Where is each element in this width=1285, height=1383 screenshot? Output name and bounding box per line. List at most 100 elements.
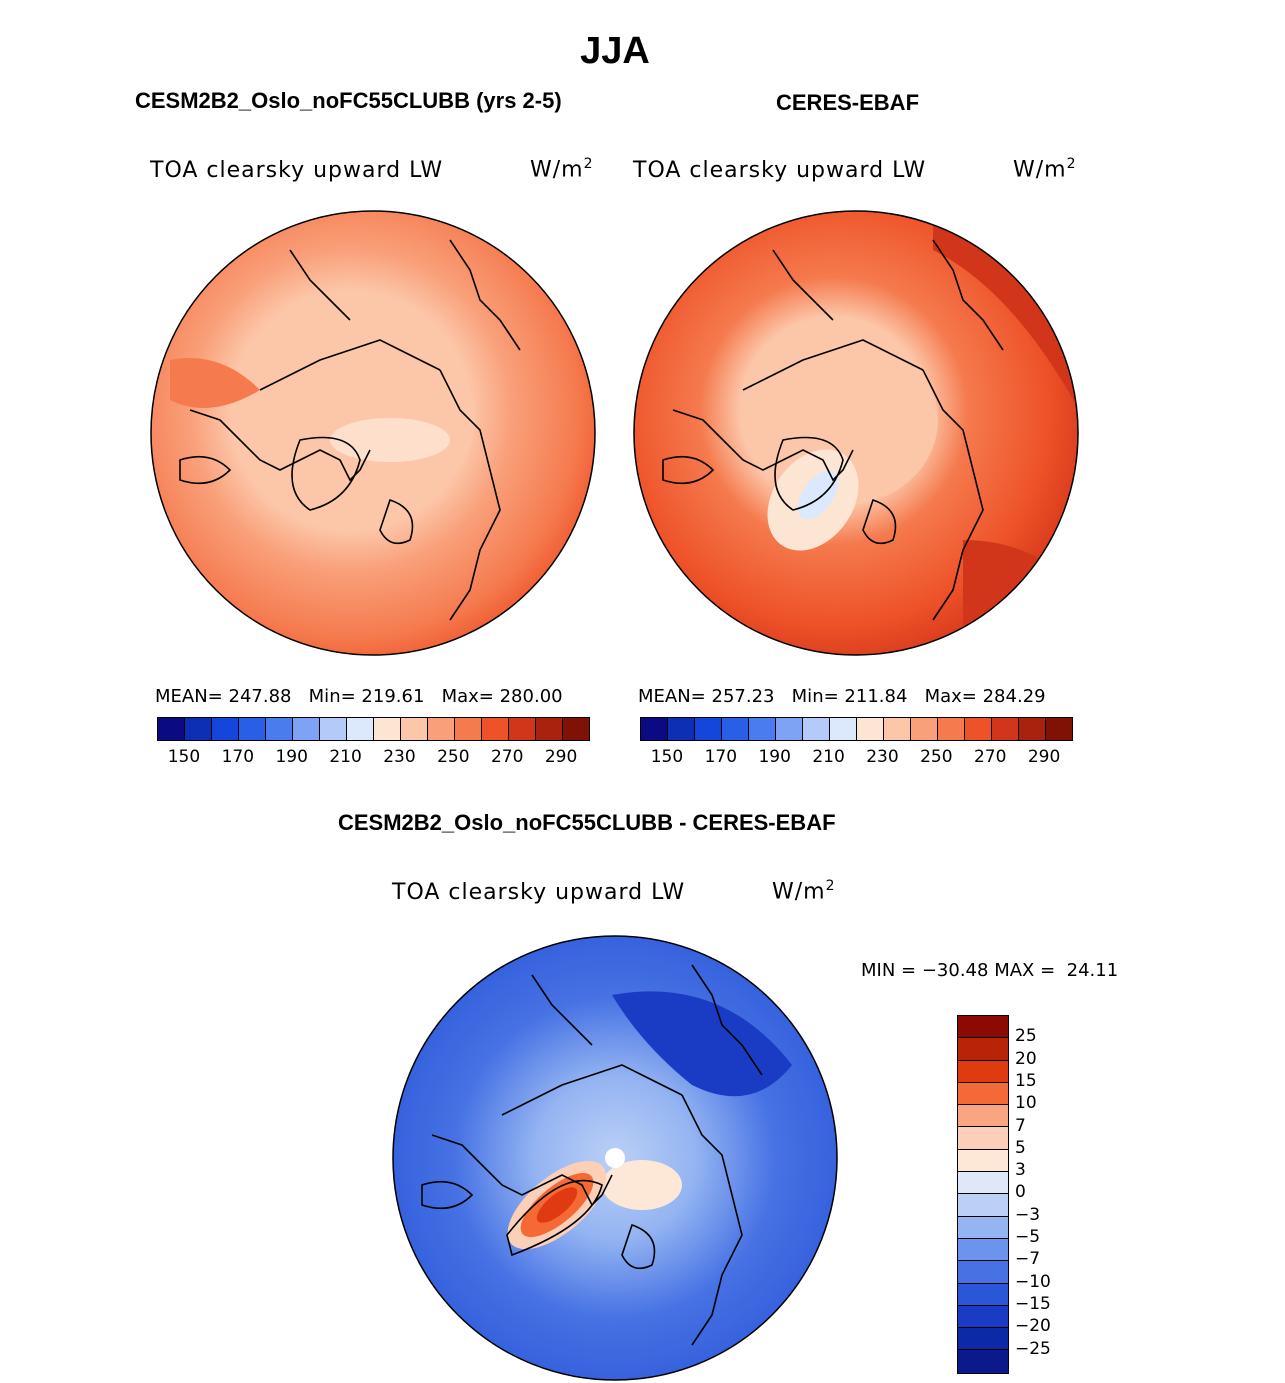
- panel-2-variable: TOA clearsky upward LW: [633, 158, 927, 183]
- colorbar-difference-tick-label: 10: [1015, 1093, 1037, 1114]
- colorbar-observations-swatch: [803, 718, 830, 740]
- colorbar-model-swatch: [212, 718, 239, 740]
- colorbar-observations-tick-label: 190: [758, 747, 791, 767]
- colorbar-observations-ticks: 150 170 190 210 230 250 270 290: [640, 747, 1071, 769]
- colorbar-observations-tick-label: 210: [812, 747, 845, 767]
- colorbar-difference-swatch: [958, 1127, 1008, 1150]
- colorbar-observations-swatch: [749, 718, 776, 740]
- panel-2-units: W/m2: [1013, 156, 1077, 183]
- colorbar-model-swatch: [509, 718, 536, 740]
- coastlines: [662, 239, 1004, 621]
- colorbar-difference-tick-label: −20: [1015, 1316, 1051, 1337]
- colorbar-difference-tick-label: 20: [1015, 1048, 1037, 1069]
- map-difference: [392, 935, 838, 1381]
- colorbar-difference-swatch: [958, 1261, 1008, 1284]
- colorbar-difference-swatch: [958, 1105, 1008, 1128]
- colorbar-difference-swatch: [958, 1172, 1008, 1195]
- colorbar-observations-tick-label: 290: [1027, 747, 1061, 767]
- colorbar-observations-swatch: [722, 718, 749, 740]
- colorbar-model-tick-label: 230: [383, 747, 416, 767]
- colorbar-difference-swatch: [958, 1238, 1008, 1262]
- colorbar-difference-tick-label: −7: [1015, 1249, 1041, 1270]
- map-model: [150, 210, 596, 656]
- colorbar-difference-swatch: [958, 1328, 1008, 1351]
- panel-3-units: W/m2: [772, 878, 836, 905]
- colorbar-difference-swatch: [958, 1194, 1008, 1217]
- colorbar-observations-swatch: [884, 718, 911, 740]
- colorbar-difference-swatch: [958, 1350, 1008, 1373]
- colorbar-observations-tick-label: 270: [973, 747, 1007, 767]
- colorbar-observations: [640, 717, 1073, 741]
- colorbar-observations-swatch: [965, 718, 992, 740]
- panel-2-stats: MEAN= 257.23 Min= 211.84 Max= 284.29: [638, 686, 1046, 707]
- colorbar-model-swatch: [320, 718, 347, 740]
- colorbar-model-ticks: 150 170 190 210 230 250 270 290: [157, 747, 588, 769]
- map-observations: [633, 210, 1079, 656]
- colorbar-model: [157, 717, 590, 741]
- colorbar-model-tick-label: 210: [329, 747, 362, 767]
- colorbar-observations-swatch: [695, 718, 722, 740]
- colorbar-observations-tick-label: 150: [650, 747, 684, 767]
- colorbar-difference-swatch: [958, 1038, 1008, 1061]
- figure-title: JJA: [580, 30, 650, 72]
- colorbar-model-swatch: [482, 718, 509, 740]
- colorbar-observations-swatch: [857, 718, 884, 740]
- colorbar-model-tick-label: 150: [167, 747, 201, 767]
- panel-3-variable: TOA clearsky upward LW: [392, 880, 686, 905]
- pole-mask: [605, 1148, 625, 1168]
- colorbar-model-swatch: [158, 718, 185, 740]
- colorbar-observations-swatch: [938, 718, 965, 740]
- greenland-cold-region: [797, 470, 839, 520]
- colorbar-observations-swatch: [830, 718, 857, 740]
- colorbar-difference-swatch: [958, 1283, 1008, 1306]
- panel-1-variable: TOA clearsky upward LW: [150, 158, 444, 183]
- arctic-ocean-region: [255, 325, 475, 515]
- colorbar-model-tick-label: 250: [437, 747, 470, 767]
- positive-anomaly-region: [602, 1160, 682, 1210]
- colorbar-model-swatch: [266, 718, 293, 740]
- colorbar-difference-swatch: [958, 1149, 1008, 1173]
- colorbar-model-swatch: [563, 718, 589, 740]
- colorbar-model-tick-label: 270: [490, 747, 524, 767]
- colorbar-observations-swatch: [1046, 718, 1072, 740]
- colorbar-difference-swatch: [958, 1016, 1008, 1039]
- panel-1-units: W/m2: [530, 156, 594, 183]
- colorbar-model-swatch: [536, 718, 563, 740]
- colorbar-model-swatch: [239, 718, 266, 740]
- colorbar-observations-swatch: [992, 718, 1019, 740]
- greenland-warm-anomaly: [536, 1187, 578, 1223]
- colorbar-difference-tick-label: −5: [1015, 1227, 1041, 1247]
- colorbar-model-tick-label: 170: [221, 747, 255, 767]
- colorbar-observations-tick-label: 230: [866, 747, 899, 767]
- colorbar-difference-swatch: [958, 1060, 1008, 1083]
- colorbar-model-tick-label: 190: [275, 747, 308, 767]
- colorbar-difference-ticks: 25 20 15 10 7 5 3 0 −3 −5 −7 −10 −15 −20 −25: [1015, 1015, 1095, 1375]
- colorbar-difference-swatch: [958, 1216, 1008, 1239]
- panel-3-minmax: MIN = −30.48 MAX = 24.11: [861, 960, 1119, 981]
- colorbar-difference-swatch: [958, 1305, 1008, 1329]
- colorbar-difference-tick-label: 15: [1015, 1070, 1037, 1091]
- colorbar-difference-tick-label: −10: [1015, 1271, 1051, 1292]
- colorbar-model-swatch: [428, 718, 455, 740]
- colorbar-model-swatch: [455, 718, 482, 740]
- colorbar-observations-tick-label: 250: [920, 747, 953, 767]
- coastlines: [179, 239, 521, 621]
- panel-1-stats: MEAN= 247.88 Min= 219.61 Max= 280.00: [155, 686, 563, 707]
- colorbar-observations-swatch: [1019, 718, 1046, 740]
- colorbar-observations-swatch: [641, 718, 668, 740]
- colorbar-difference-tick-label: 5: [1015, 1137, 1026, 1158]
- colorbar-model-swatch: [374, 718, 401, 740]
- panel-3-title: CESM2B2_Oslo_noFC55CLUBB - CERES-EBAF: [338, 810, 836, 835]
- colorbar-observations-swatch: [911, 718, 938, 740]
- colorbar-model-swatch: [401, 718, 428, 740]
- colorbar-difference-swatch: [958, 1082, 1008, 1106]
- panel-1-title: CESM2B2_Oslo_noFC55CLUBB (yrs 2-5): [135, 88, 562, 113]
- colorbar-difference-tick-label: 7: [1015, 1115, 1026, 1136]
- colorbar-observations-swatch: [668, 718, 695, 740]
- colorbar-difference-tick-label: −25: [1015, 1338, 1051, 1359]
- coastlines: [421, 964, 763, 1346]
- colorbar-difference-tick-label: 25: [1015, 1026, 1037, 1047]
- colorbar-difference-tick-label: −15: [1015, 1293, 1051, 1314]
- colorbar-difference: [957, 1015, 1009, 1374]
- colorbar-observations-swatch: [776, 718, 803, 740]
